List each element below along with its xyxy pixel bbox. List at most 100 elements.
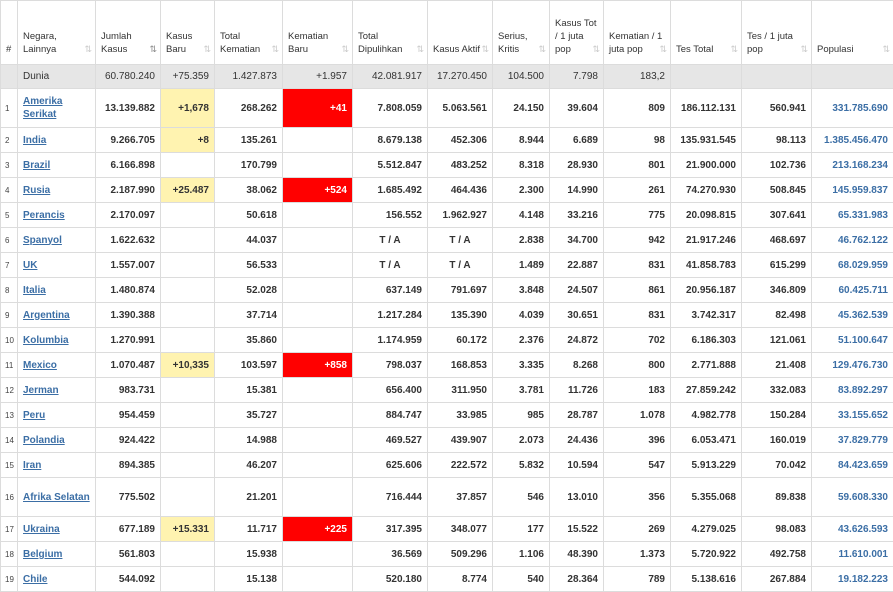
sort-arrows-icon[interactable]: ⇅ [730,43,738,56]
total-cases-cell: 9.266.705 [96,128,161,153]
cases-per-million-cell: 39.604 [550,89,604,128]
country-link[interactable]: Mexico [23,359,90,372]
sort-arrows-icon[interactable]: ⇅ [481,43,489,56]
sort-arrows-icon[interactable]: ⇅ [416,43,424,56]
total-deaths-cell: 103.597 [215,353,283,378]
country-cell: Chile [18,567,96,592]
country-link[interactable]: Brazil [23,159,90,172]
sort-arrows-icon[interactable]: ⇅ [203,43,211,56]
country-link[interactable]: Italia [23,284,90,297]
sort-arrows-icon[interactable]: ⇅ [882,43,890,56]
recovered-cell: 520.180 [353,567,428,592]
country-cell: Peru [18,403,96,428]
country-link[interactable]: Afrika Selatan [23,491,90,504]
row-index: 16 [1,478,18,517]
cases-per-million-cell: 24.436 [550,428,604,453]
tests-cell: 4.982.778 [671,403,742,428]
world-row: Dunia 60.780.240 +75.359 1.427.873 +1.95… [1,65,893,89]
active-cell: 5.063.561 [428,89,493,128]
column-header-label: Kematian Baru [288,31,328,55]
sort-arrows-icon[interactable]: ⇅ [341,43,349,56]
new-cases-cell [161,428,215,453]
column-header-13[interactable]: Populasi⇅ [812,1,893,65]
new-deaths-cell [283,542,353,567]
country-link[interactable]: Argentina [23,309,90,322]
cases-per-million-cell: 28.364 [550,567,604,592]
deaths-per-million-cell: 775 [604,203,671,228]
critical-cell: 4.039 [493,303,550,328]
critical-cell: 24.150 [493,89,550,128]
column-header-label: Tes Total [676,44,713,55]
critical-cell: 2.300 [493,178,550,203]
new-cases-cell [161,203,215,228]
tests-cell: 135.931.545 [671,128,742,153]
new-cases-cell [161,328,215,353]
population-cell: 84.423.659 [812,453,893,478]
country-link[interactable]: Rusia [23,184,90,197]
row-index: 19 [1,567,18,592]
recovered-cell: T / A [353,253,428,278]
column-header-7[interactable]: Kasus Aktif⇅ [428,1,493,65]
tests-per-million-cell: 89.838 [742,478,812,517]
country-link[interactable]: Spanyol [23,234,90,247]
country-link[interactable]: Perancis [23,209,90,222]
sort-arrows-icon[interactable]: ⇅ [592,43,600,56]
column-header-6[interactable]: Total Dipulihkan⇅ [353,1,428,65]
column-header-2[interactable]: Jumlah Kasus⇅ [96,1,161,65]
active-cell: 1.962.927 [428,203,493,228]
column-header-3[interactable]: Kasus Baru⇅ [161,1,215,65]
column-header-4[interactable]: Total Kematian⇅ [215,1,283,65]
recovered-cell: 42.081.917 [353,65,428,89]
column-header-5[interactable]: Kematian Baru ⇅ [283,1,353,65]
new-deaths-cell [283,567,353,592]
sort-arrows-icon[interactable]: ⇅ [84,43,92,56]
country-link[interactable]: UK [23,259,90,272]
country-link[interactable]: Kolumbia [23,334,90,347]
total-cases-cell: 544.092 [96,567,161,592]
country-link[interactable]: Amerika Serikat [23,95,90,121]
recovered-cell: 36.569 [353,542,428,567]
total-deaths-cell: 170.799 [215,153,283,178]
population-cell: 60.425.711 [812,278,893,303]
cases-per-million-cell: 28.787 [550,403,604,428]
column-header-1[interactable]: Negara, Lainnya⇅ [18,1,96,65]
critical-cell: 5.832 [493,453,550,478]
column-header-9[interactable]: Kasus Tot / 1 juta pop⇅ [550,1,604,65]
sort-arrows-icon[interactable]: ⇅ [149,43,157,56]
deaths-per-million-cell: 702 [604,328,671,353]
sort-arrows-icon[interactable]: ⇅ [538,43,546,56]
active-cell: T / A [428,253,493,278]
country-cell: Spanyol [18,228,96,253]
sort-arrows-icon[interactable]: ⇅ [271,43,279,56]
country-cell: Brazil [18,153,96,178]
country-link[interactable]: Ukraina [23,523,90,536]
sort-arrows-icon[interactable]: ⇅ [659,43,667,56]
total-deaths-cell: 46.207 [215,453,283,478]
row-index: 14 [1,428,18,453]
total-cases-cell: 2.187.990 [96,178,161,203]
column-header-10[interactable]: Kematian / 1 juta pop⇅ [604,1,671,65]
country-link[interactable]: Belgium [23,548,90,561]
recovered-cell: 798.037 [353,353,428,378]
new-deaths-cell [283,453,353,478]
country-link[interactable]: Chile [23,573,90,586]
country-link[interactable]: Peru [23,409,90,422]
country-link[interactable]: Polandia [23,434,90,447]
tests-cell [671,65,742,89]
total-cases-cell: 1.270.991 [96,328,161,353]
country-link[interactable]: Jerman [23,384,90,397]
country-link[interactable]: India [23,134,90,147]
country-link[interactable]: Iran [23,459,90,472]
cases-per-million-cell: 15.522 [550,517,604,542]
column-header-12[interactable]: Tes / 1 juta pop⇅ [742,1,812,65]
tests-cell: 74.270.930 [671,178,742,203]
column-header-8[interactable]: Serius, Kritis⇅ [493,1,550,65]
row-index: 17 [1,517,18,542]
deaths-per-million-cell: 183 [604,378,671,403]
column-header-11[interactable]: Tes Total ⇅ [671,1,742,65]
tests-per-million-cell: 560.941 [742,89,812,128]
cases-per-million-cell: 8.268 [550,353,604,378]
sort-arrows-icon[interactable]: ⇅ [800,43,808,56]
